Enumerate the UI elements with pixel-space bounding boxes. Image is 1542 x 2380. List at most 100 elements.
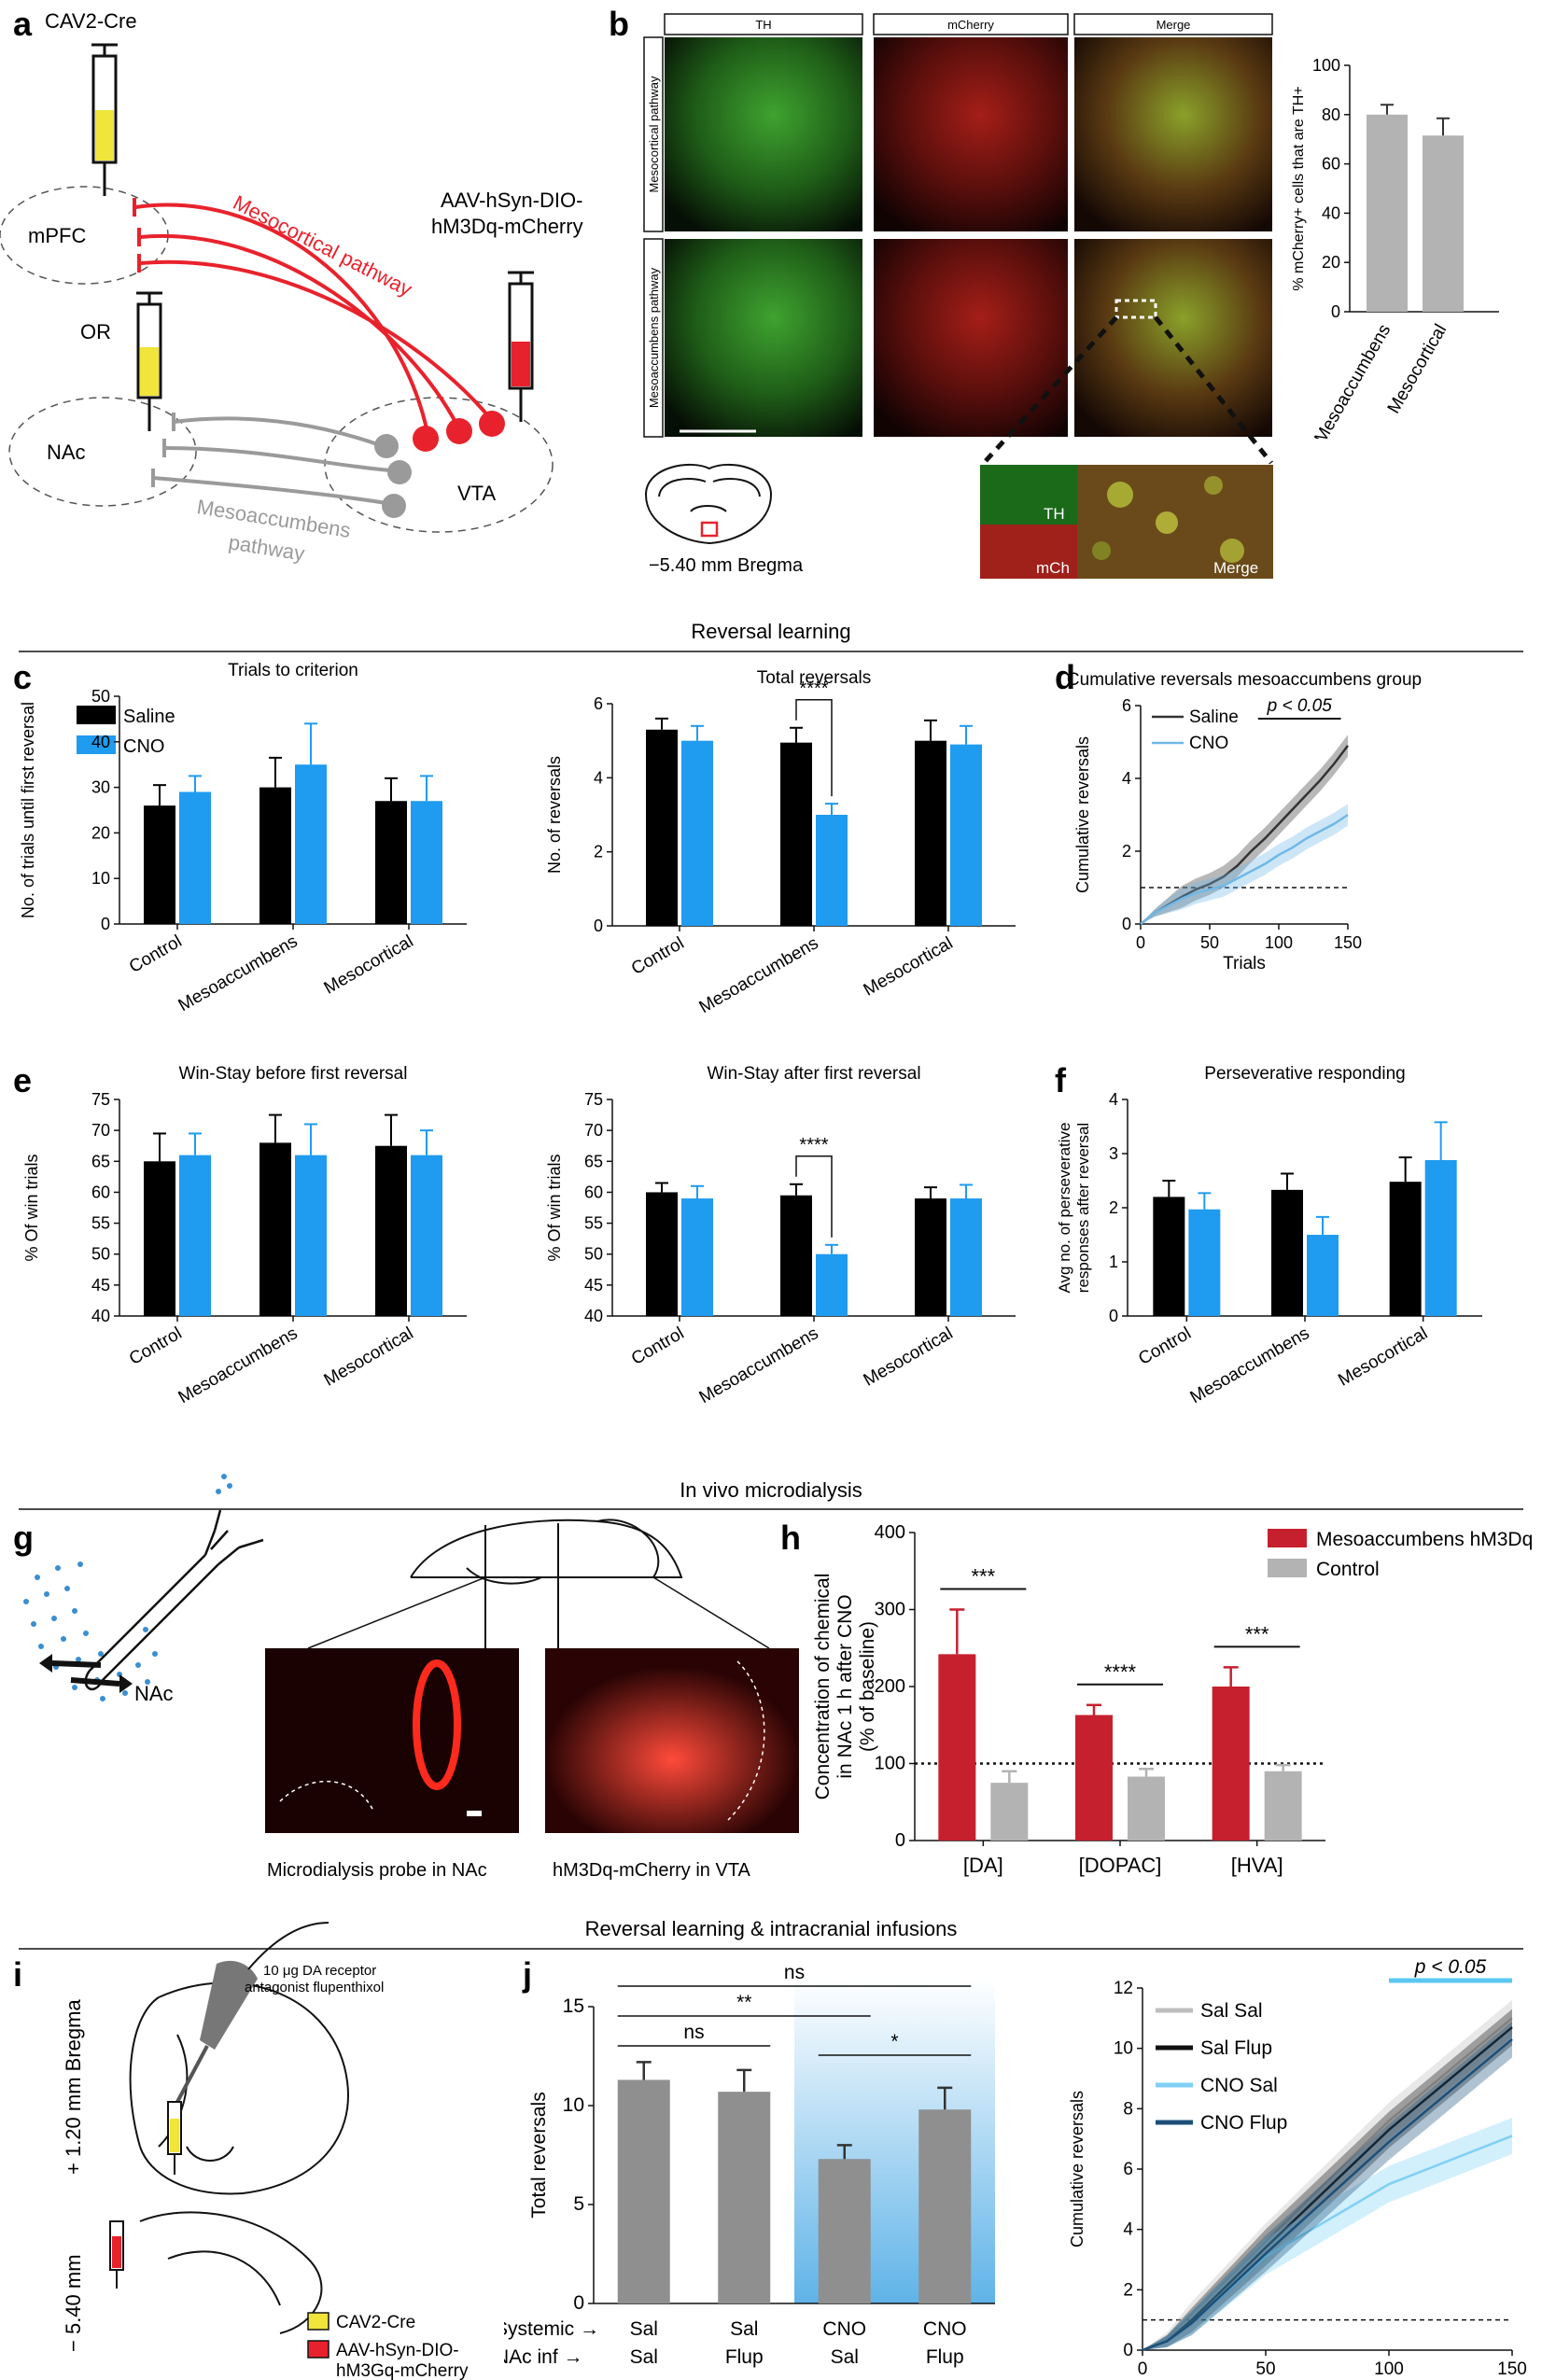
x-tick-label: [HVA] (1231, 1854, 1283, 1877)
y-tick-label: 2 (1109, 1198, 1118, 1217)
bar-saline (375, 1145, 407, 1316)
y-axis-label: Total reversals (528, 2092, 550, 2218)
panel-letter-c: c (13, 658, 32, 696)
syringe-vta-icon (109, 2220, 124, 2289)
significance-label: * (890, 2031, 898, 2052)
row-labels: Mesocortical pathway Mesoaccumbens pathw… (643, 36, 664, 438)
y-tick-label: 5 (573, 2193, 584, 2215)
series-line-cno-flup (1142, 2038, 1513, 2352)
significance-bracket (795, 1155, 833, 1238)
cannula-icon (175, 1922, 329, 2103)
y-tick-label: 0 (1109, 1307, 1118, 1325)
legend-label: Saline (1189, 707, 1239, 727)
syringe-aav-icon (508, 271, 534, 422)
bar-mesoaccumbens-hm3dq (938, 1654, 976, 1841)
bar-cno (179, 791, 211, 924)
x-tick-label: Control (126, 931, 186, 977)
cav2-label: CAV2-Cre (45, 9, 137, 33)
bar-saline (780, 1195, 812, 1316)
vta-neuron-gray (387, 460, 412, 484)
significance-label: ** (736, 1992, 751, 2013)
bar-cno (179, 1155, 211, 1316)
y-tick-label: 2 (594, 843, 603, 861)
legend-swatch-saline (77, 706, 116, 724)
mpfc-label: mPFC (28, 224, 86, 247)
significance-label: *** (1245, 1622, 1269, 1645)
y-axis-label: Cumulative reversals (1073, 736, 1092, 893)
y-tick-label: 60 (584, 1183, 603, 1201)
legend-swatch-aav (307, 2340, 329, 2359)
panel-letter-e: e (13, 1061, 32, 1099)
legend-label-cav2: CAV2-Cre (336, 2313, 415, 2332)
image-probe-in-nac (265, 1648, 519, 1833)
x-tick-label: Control (126, 1323, 186, 1369)
micrograph-mcherry-mesoaccumbens (874, 239, 1068, 437)
bar-saline (1389, 1182, 1422, 1316)
bar-mesoaccumbens-hm3dq (1212, 1687, 1250, 1841)
y-tick-label: 55 (91, 1214, 110, 1233)
bar-saline (144, 1161, 175, 1316)
x-tick-label: Mesocortical (861, 1323, 957, 1391)
group-label-infusion: Sal (630, 2346, 658, 2368)
significance-bracket (795, 699, 833, 797)
micrograph-merge-mesoaccumbens (1074, 239, 1272, 437)
micrograph-headers: TH mCherry Merge (664, 13, 1273, 35)
bar-control (1264, 1771, 1302, 1841)
nac-region (8, 397, 197, 507)
micrograph-grid (665, 37, 1273, 465)
micrograph-th-mesocortical (665, 37, 862, 231)
panel-letter-f: f (1055, 1061, 1067, 1099)
panel-b: TH mCherry Merge Mesocortical pathway Me… (643, 13, 1499, 579)
bar-saline (375, 801, 407, 924)
y-tick-label: 3 (1109, 1144, 1118, 1163)
bar-cno (1307, 1235, 1339, 1316)
brain-section-icon (644, 463, 773, 545)
bar-cno (816, 1253, 848, 1316)
bar-cno (411, 1155, 442, 1316)
row-label-mesoaccumbens: Mesoaccumbens pathway (647, 267, 661, 408)
x-tick-label: Mesoaccumbens (1187, 1323, 1313, 1407)
y-axis-label: Concentration of chemical (812, 1574, 834, 1800)
chart-title: Cumulative reversals mesoaccumbens group (1067, 670, 1422, 690)
vta-label: VTA (457, 482, 496, 505)
x-tick-label: Mesocortical (321, 931, 417, 999)
group-label-systemic: CNO (923, 2318, 967, 2340)
flow-arrow-icon (70, 1677, 120, 1687)
y-tick-label: 2 (1122, 842, 1131, 861)
y-tick-label: 0 (594, 917, 603, 935)
x-tick-label: 0 (1138, 2359, 1148, 2379)
y-tick-label: 80 (1322, 105, 1340, 124)
bar-saline (1271, 1189, 1303, 1316)
mesoaccumbens-axons (151, 413, 393, 506)
bar-cno (950, 744, 982, 926)
y-tick-label: 60 (91, 1183, 110, 1201)
mesoaccumbens-label-line1: Mesoaccumbens (195, 495, 352, 542)
chart-f-perseverative: Perseverative responding01234ControlMeso… (1056, 1064, 1482, 1407)
significance-label: p < 0.05 (1267, 696, 1333, 716)
x-axis-label: Trials (1223, 954, 1266, 973)
y-tick-label: 6 (1123, 2160, 1133, 2179)
nac-label: NAc (47, 441, 86, 464)
microdialysis-probe-icon (84, 1509, 264, 1691)
vta-neuron-gray (382, 494, 406, 518)
y-tick-label: 1 (1109, 1253, 1118, 1271)
error-band-sal-flup (1142, 2009, 1512, 2350)
y-tick-label: 70 (91, 1121, 110, 1140)
legend-label-saline: Saline (123, 707, 175, 727)
section-title-reversal: Reversal learning (691, 620, 850, 643)
micrograph-mcherry-mesocortical (874, 37, 1068, 231)
legend-swatch-cno (77, 735, 116, 754)
bar-cno (411, 801, 442, 924)
y-tick-label: 0 (101, 915, 110, 933)
x-tick-label: [DOPAC] (1079, 1854, 1162, 1877)
y-tick-label: 30 (91, 778, 110, 797)
row-label-mesocortical: Mesocortical pathway (647, 76, 661, 192)
bar-sal-flup (718, 2092, 771, 2303)
x-tick-label: 0 (1136, 933, 1145, 952)
group-label-systemic: CNO (822, 2318, 866, 2340)
bar-cno (1188, 1209, 1221, 1316)
bar-saline (1153, 1197, 1185, 1316)
y-tick-label: 400 (875, 1522, 905, 1543)
bar-th-positive (1423, 135, 1464, 312)
